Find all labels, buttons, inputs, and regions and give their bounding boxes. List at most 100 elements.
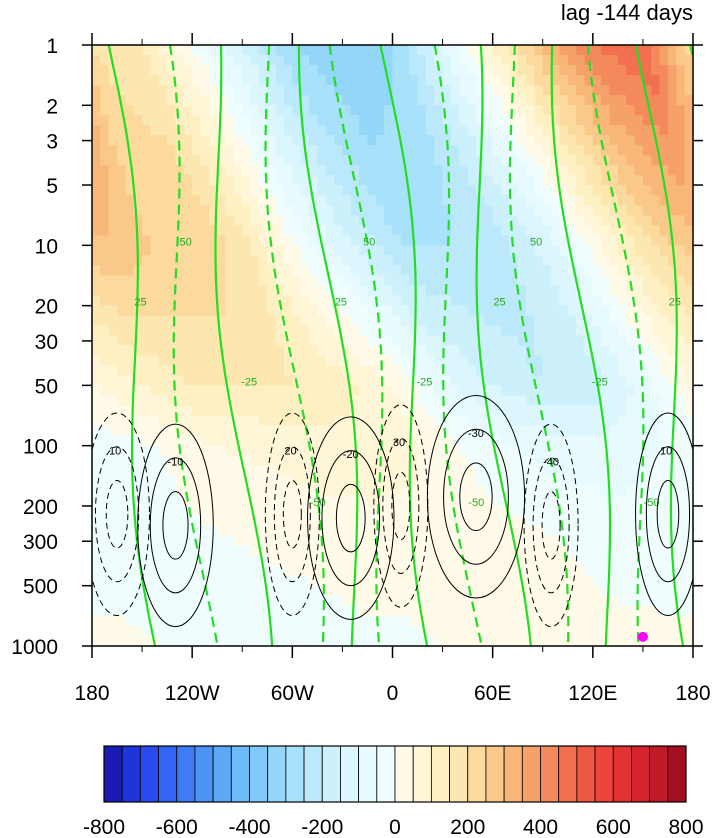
field-cell: [342, 355, 352, 367]
field-cell: [108, 435, 118, 447]
field-cell: [175, 105, 185, 116]
field-cell: [450, 165, 460, 176]
field-cell: [158, 285, 168, 297]
field-cell: [559, 425, 569, 437]
field-cell: [192, 395, 202, 407]
field-cell: [409, 405, 419, 417]
black-contour-line: [307, 416, 395, 620]
field-cell: [200, 345, 210, 357]
field-cell: [651, 75, 661, 86]
field-cell: [392, 635, 402, 646]
field-cell: [133, 555, 143, 567]
field-cell: [551, 235, 561, 246]
field-cell: [642, 565, 652, 577]
field-cell: [459, 385, 469, 397]
field-cell: [342, 605, 352, 617]
field-cell: [117, 75, 126, 86]
field-cell: [250, 75, 260, 86]
field-cell: [133, 225, 143, 236]
field-cell: [367, 445, 377, 457]
field-cell: [584, 95, 594, 106]
field-cell: [484, 585, 494, 597]
field-cell: [551, 285, 561, 297]
field-cell: [492, 585, 502, 597]
field-cell: [309, 305, 318, 317]
field-cell: [459, 95, 469, 106]
field-cell: [325, 95, 335, 106]
field-cell: [534, 305, 544, 317]
field-cell: [467, 65, 477, 76]
field-cell: [158, 75, 168, 86]
field-cell: [492, 565, 502, 577]
field-cell: [133, 335, 143, 347]
field-cell: [467, 305, 477, 317]
field-cell: [475, 85, 485, 96]
field-cell: [342, 425, 352, 437]
field-cell: [175, 75, 185, 86]
field-cell: [300, 115, 310, 126]
field-cell: [359, 475, 369, 487]
field-cell: [584, 175, 594, 186]
field-cell: [567, 495, 577, 507]
field-cell: [651, 635, 661, 646]
field-cell: [467, 335, 477, 347]
colorbar-box: [631, 745, 651, 803]
field-cell: [534, 525, 544, 537]
field-cell: [375, 245, 385, 256]
y-tick-label: 50: [35, 375, 58, 398]
field-cell: [592, 485, 602, 497]
field-cell: [92, 215, 101, 226]
field-cell: [676, 375, 686, 387]
field-cell: [626, 265, 636, 276]
field-cell: [117, 165, 126, 176]
field-cell: [384, 255, 394, 266]
field-cell: [342, 345, 352, 357]
field-cell: [100, 145, 110, 156]
field-cell: [601, 205, 611, 216]
field-cell: [200, 335, 210, 347]
field-cell: [484, 245, 494, 256]
field-cell: [242, 255, 252, 266]
field-cell: [651, 365, 661, 377]
field-cell: [258, 315, 268, 327]
field-cell: [601, 455, 611, 467]
field-cell: [192, 615, 202, 627]
field-cell: [384, 265, 394, 276]
field-cell: [534, 635, 544, 646]
field-cell: [384, 205, 394, 216]
field-cell: [584, 625, 594, 637]
field-cell: [334, 255, 344, 266]
field-cell: [417, 505, 427, 517]
field-cell: [592, 465, 602, 477]
field-cell: [192, 105, 202, 116]
field-cell: [250, 355, 260, 367]
field-cell: [492, 205, 502, 216]
field-cell: [542, 295, 552, 307]
field-cell: [559, 45, 569, 56]
field-cell: [467, 285, 477, 297]
field-cell: [417, 325, 427, 337]
field-cell: [559, 195, 569, 206]
field-cell: [300, 265, 310, 276]
field-cell: [475, 105, 485, 116]
field-cell: [676, 205, 686, 216]
field-cell: [409, 395, 419, 407]
field-cell: [233, 525, 243, 537]
field-cell: [651, 545, 661, 557]
field-cell: [542, 285, 552, 297]
field-cell: [442, 175, 452, 186]
field-cell: [475, 385, 485, 397]
field-cell: [150, 275, 160, 286]
field-cell: [400, 545, 410, 557]
field-cell: [450, 505, 460, 517]
field-cell: [100, 65, 110, 76]
field-cell: [283, 505, 293, 517]
field-cell: [317, 615, 327, 627]
field-cell: [601, 185, 611, 196]
field-cell: [526, 215, 536, 226]
field-cell: [617, 315, 627, 327]
field-cell: [283, 555, 293, 567]
field-cell: [517, 75, 527, 86]
field-cell: [217, 225, 227, 236]
colorbar-tick-label: -600: [156, 816, 198, 838]
